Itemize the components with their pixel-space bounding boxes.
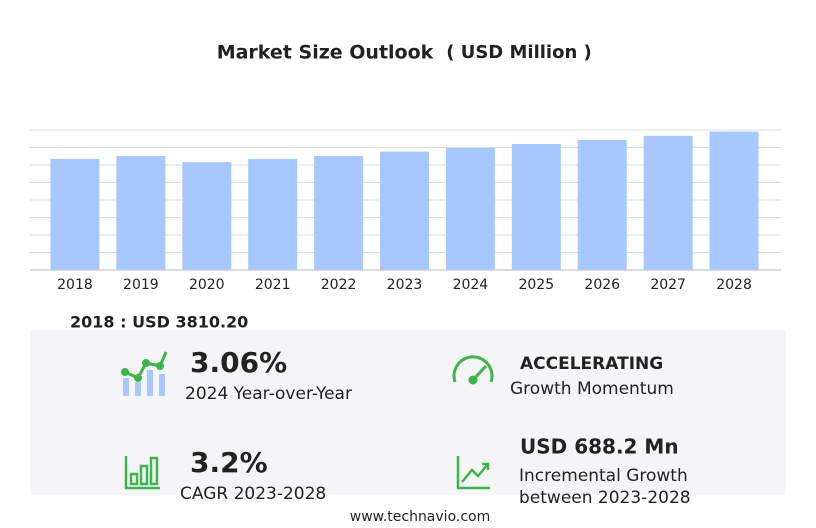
- x-tick-label: 2018: [57, 277, 93, 293]
- yoy-icon: [121, 351, 168, 396]
- plot: 2018 2019 2020 2021 2022 2023 2024 2025 2026 2027…: [30, 129, 781, 293]
- momentum-icon: [452, 355, 494, 385]
- cagr-value: 3.2%: [190, 446, 268, 479]
- incremental-value: USD 688.2 Mn: [520, 435, 679, 459]
- x-tick-label: 2028: [716, 277, 752, 293]
- x-tick-label: 2021: [255, 277, 291, 293]
- bar: [709, 131, 759, 270]
- x-tick-label: 2023: [387, 277, 423, 293]
- incremental-icon: [456, 456, 490, 490]
- bar: [445, 147, 495, 270]
- x-tick-label: 2019: [123, 277, 159, 293]
- bar: [643, 135, 693, 270]
- bar: [50, 158, 100, 270]
- yoy-value: 3.06%: [190, 346, 287, 379]
- x-tick-label: 2024: [453, 277, 489, 293]
- bar: [182, 162, 232, 270]
- bar: [577, 139, 627, 270]
- bar: [248, 158, 298, 270]
- bar: [380, 151, 429, 270]
- bar: [314, 155, 364, 270]
- unit-label: ( USD Million ): [446, 42, 592, 63]
- momentum-label: Growth Momentum: [510, 379, 674, 399]
- footer: www.technavio.com: [350, 509, 491, 525]
- x-tick-label: 2022: [321, 277, 357, 293]
- incremental-label-2: between 2023-2028: [519, 488, 691, 508]
- cagr-label: CAGR 2023-2028: [180, 484, 326, 504]
- yoy-label: 2024 Year-over-Year: [185, 384, 352, 404]
- x-tick-label: 2027: [650, 277, 686, 293]
- incremental-label-1: Incremental Growth: [519, 466, 688, 486]
- cagr-icon: [124, 456, 160, 490]
- x-tick-label: 2025: [518, 277, 554, 293]
- base-year: 2018 : USD 3810.20: [70, 313, 248, 332]
- chart-title: Market Size Outlook: [217, 42, 434, 64]
- bar: [511, 144, 561, 270]
- bar: [116, 155, 166, 270]
- x-tick-label: 2020: [189, 277, 225, 293]
- x-tick-label: 2026: [584, 277, 620, 293]
- momentum-value: ACCELERATING: [520, 354, 663, 374]
